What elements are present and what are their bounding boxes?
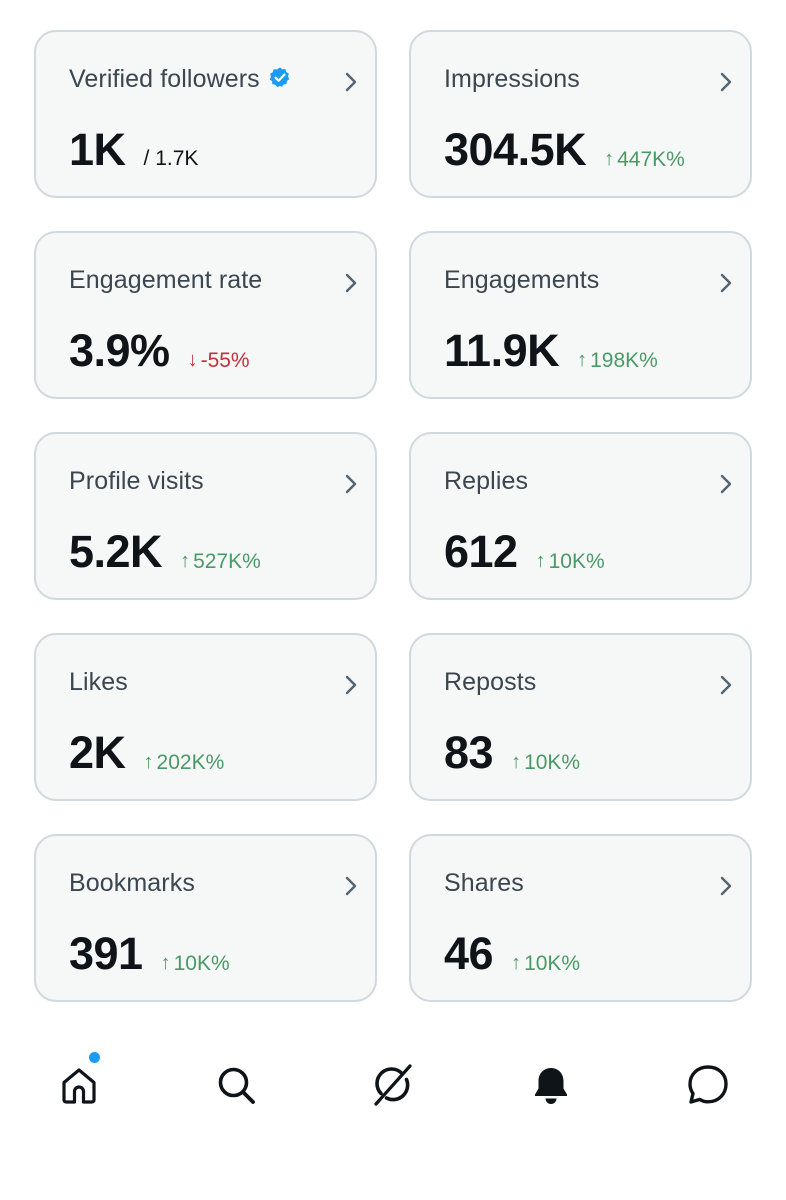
card-verified-followers[interactable]: Verified followers 1K / 1.7K — [34, 30, 377, 198]
chevron-right-icon — [720, 273, 732, 293]
card-label: Reposts — [444, 668, 537, 696]
metric-value: 46 — [444, 928, 494, 979]
card-impressions[interactable]: Impressions 304.5K ↑ 447K% — [409, 30, 752, 198]
verified-badge-icon — [268, 66, 292, 97]
metric-row: 2K ↑ 202K% — [69, 727, 224, 779]
arrow-down-icon: ↓ — [187, 349, 198, 371]
metric-change-value: 10K% — [524, 951, 581, 975]
metric-change-value: 10K% — [548, 549, 605, 573]
chevron-right-icon — [720, 876, 732, 896]
metric-row: 46 ↑ 10K% — [444, 928, 580, 980]
metric-row: 11.9K ↑ 198K% — [444, 325, 658, 377]
metric-value: 83 — [444, 727, 494, 778]
chevron-right-icon — [720, 72, 732, 92]
metric-change-value: -55% — [200, 348, 250, 372]
metric-change: ↑ 202K% — [144, 751, 225, 775]
metric-row: 3.9% ↓ -55% — [69, 325, 250, 377]
metric-row: 5.2K ↑ 527K% — [69, 526, 261, 578]
messages-icon — [688, 1065, 728, 1104]
chevron-right-icon — [345, 474, 357, 494]
metric-change: ↑ 10K% — [536, 550, 605, 574]
card-replies[interactable]: Replies 612 ↑ 10K% — [409, 432, 752, 600]
metric-row: 1K / 1.7K — [69, 124, 198, 176]
metric-row: 612 ↑ 10K% — [444, 526, 605, 578]
metric-change: ↑ 198K% — [577, 349, 658, 373]
notifications-icon — [535, 1068, 567, 1104]
card-label: Profile visits — [69, 467, 204, 495]
metric-change: ↓ -55% — [188, 349, 250, 373]
metric-change: ↑ 527K% — [180, 550, 261, 574]
tab-home[interactable] — [49, 1045, 109, 1125]
card-label-text: Verified followers — [69, 65, 260, 93]
tab-messages[interactable] — [678, 1045, 738, 1125]
chevron-right-icon — [345, 273, 357, 293]
chevron-right-icon — [720, 675, 732, 695]
metric-change: ↑ 10K% — [511, 952, 580, 976]
analytics-grid: Verified followers 1K / 1.7K Impressions… — [34, 30, 752, 1002]
card-engagements[interactable]: Engagements 11.9K ↑ 198K% — [409, 231, 752, 399]
metric-change: ↑ 10K% — [161, 952, 230, 976]
arrow-up-icon: ↑ — [180, 550, 191, 572]
chevron-right-icon — [345, 675, 357, 695]
card-engagement-rate[interactable]: Engagement rate 3.9% ↓ -55% — [34, 231, 377, 399]
card-bookmarks[interactable]: Bookmarks 391 ↑ 10K% — [34, 834, 377, 1002]
chevron-right-icon — [345, 72, 357, 92]
bottom-tab-bar — [0, 1045, 786, 1125]
tab-grok[interactable] — [363, 1045, 423, 1125]
notification-dot — [87, 1050, 102, 1065]
metric-value: 11.9K — [444, 325, 560, 376]
home-icon — [62, 1068, 96, 1104]
metric-row: 391 ↑ 10K% — [69, 928, 230, 980]
metric-change: ↑ 10K% — [511, 751, 580, 775]
card-shares[interactable]: Shares 46 ↑ 10K% — [409, 834, 752, 1002]
arrow-up-icon: ↑ — [577, 349, 588, 371]
chevron-right-icon — [720, 474, 732, 494]
card-label: Bookmarks — [69, 869, 195, 897]
tab-search[interactable] — [206, 1045, 266, 1125]
card-label: Engagement rate — [69, 266, 263, 294]
card-profile-visits[interactable]: Profile visits 5.2K ↑ 527K% — [34, 432, 377, 600]
card-label: Likes — [69, 668, 128, 696]
chevron-right-icon — [345, 876, 357, 896]
card-label: Verified followers — [69, 65, 292, 97]
metric-value: 3.9% — [69, 325, 170, 376]
card-reposts[interactable]: Reposts 83 ↑ 10K% — [409, 633, 752, 801]
metric-change-value: 447K% — [617, 147, 685, 171]
metric-change-value: 10K% — [524, 750, 581, 774]
arrow-up-icon: ↑ — [143, 751, 154, 773]
metric-value: 304.5K — [444, 124, 587, 175]
metric-value: 1K — [69, 124, 126, 175]
arrow-up-icon: ↑ — [160, 952, 171, 974]
card-label: Impressions — [444, 65, 580, 93]
metric-change-value: 198K% — [590, 348, 658, 372]
metric-change-value: 527K% — [193, 549, 261, 573]
card-label: Engagements — [444, 266, 600, 294]
metric-value: 2K — [69, 727, 126, 778]
arrow-up-icon: ↑ — [511, 751, 522, 773]
tab-notifications[interactable] — [521, 1045, 581, 1125]
metric-value: 5.2K — [69, 526, 163, 577]
metric-change-value: 202K% — [156, 750, 225, 774]
arrow-up-icon: ↑ — [604, 148, 615, 170]
search-icon — [218, 1067, 255, 1104]
grok-icon — [374, 1064, 412, 1106]
metric-change: ↑ 447K% — [604, 148, 685, 172]
metric-value: 612 — [444, 526, 518, 577]
metric-value: 391 — [69, 928, 143, 979]
metric-row: 304.5K ↑ 447K% — [444, 124, 685, 176]
card-label: Shares — [444, 869, 524, 897]
metric-total: / 1.7K — [143, 147, 199, 170]
card-likes[interactable]: Likes 2K ↑ 202K% — [34, 633, 377, 801]
metric-row: 83 ↑ 10K% — [444, 727, 580, 779]
arrow-up-icon: ↑ — [535, 550, 546, 572]
card-label: Replies — [444, 467, 529, 495]
arrow-up-icon: ↑ — [511, 952, 522, 974]
metric-change-value: 10K% — [173, 951, 230, 975]
